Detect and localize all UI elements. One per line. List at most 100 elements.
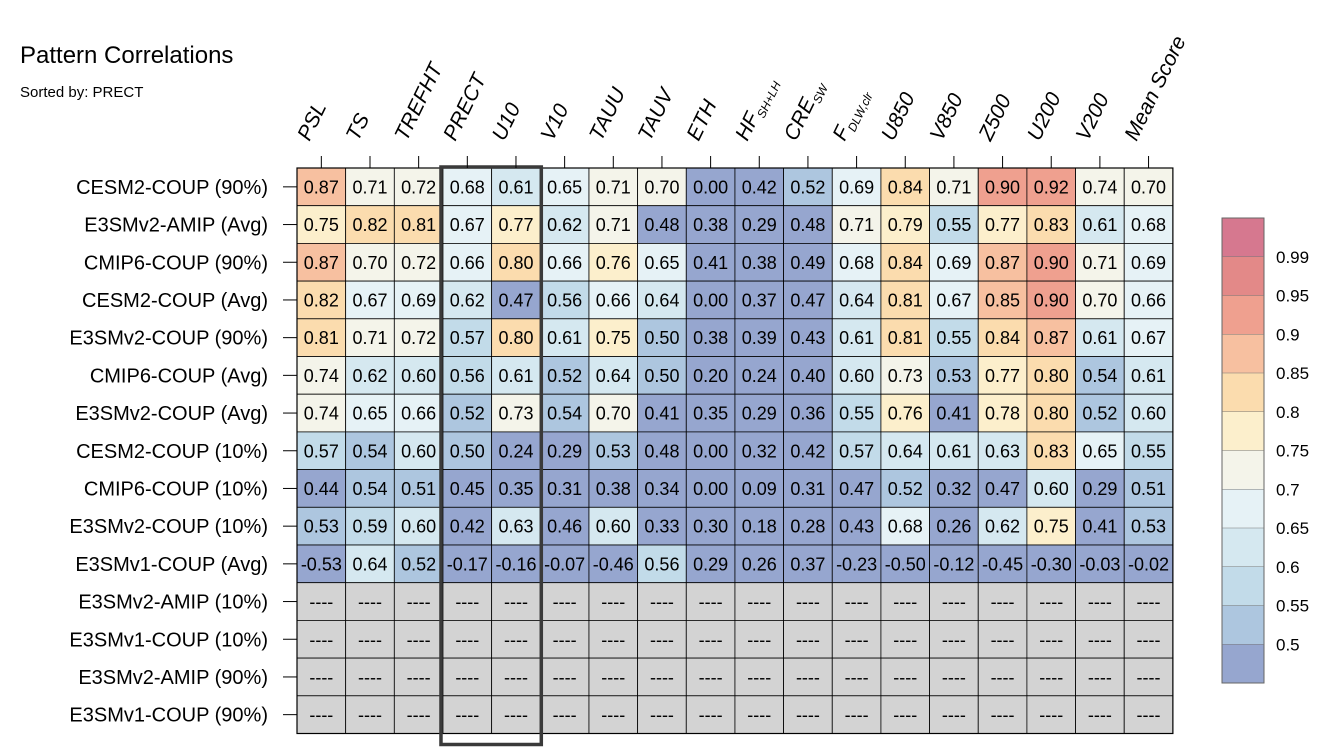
cell-value: ----: [504, 630, 528, 650]
cell-value: 0.29: [547, 441, 582, 461]
colorbar-tick-label: 0.85: [1276, 364, 1309, 383]
heatmap-cell: [831, 657, 882, 697]
cell-value: 0.60: [401, 517, 436, 537]
heatmap-cell: [880, 393, 930, 433]
cell-value: 0.67: [1131, 328, 1166, 348]
cell-value: 0.18: [742, 517, 777, 537]
heatmap-cell: [1123, 620, 1174, 659]
cell-value: 0.52: [401, 554, 436, 574]
cell-value: 0.81: [401, 215, 436, 235]
cell-value: 0.85: [985, 290, 1020, 310]
cell-value: 0.45: [450, 479, 485, 499]
cell-value: ----: [699, 592, 723, 612]
cell-value: ----: [1039, 667, 1063, 687]
column-label: CRESW: [780, 75, 832, 145]
colorbar-tick-label: 0.75: [1276, 442, 1309, 461]
cell-value: 0.66: [596, 290, 631, 310]
cell-value: 0.54: [1082, 366, 1117, 386]
cell-value: 0.47: [839, 479, 874, 499]
heatmap-cell: [588, 205, 639, 244]
cell-value: -0.12: [933, 554, 974, 574]
cell-value: ----: [650, 630, 674, 650]
heatmap-cell: [345, 582, 395, 621]
cell-value: 0.68: [1131, 215, 1166, 235]
heatmap-cell: [588, 695, 639, 734]
cell-value: ----: [455, 592, 479, 612]
cell-value: 0.75: [596, 328, 631, 348]
heatmap-cell: [734, 356, 785, 395]
cell-value: 0.35: [498, 479, 533, 499]
cell-value: ----: [309, 592, 333, 612]
column-label: V850: [926, 90, 968, 144]
heatmap-cell: [783, 356, 833, 395]
heatmap-cell: [345, 544, 395, 584]
heatmap-cell: [1026, 431, 1076, 470]
heatmap-cell: [1123, 431, 1174, 470]
heatmap-cell: [491, 544, 541, 584]
cell-value: ----: [699, 705, 723, 725]
heatmap-cell: [783, 506, 833, 546]
cell-value: 0.71: [936, 177, 971, 197]
cell-value: 0.90: [985, 177, 1020, 197]
cell-value: 0.53: [1131, 517, 1166, 537]
heatmap-cell: [539, 582, 590, 621]
column-label: TAUV: [634, 83, 679, 144]
heatmap-cell: [977, 506, 1028, 546]
cell-value: ----: [845, 667, 869, 687]
heatmap-cell: [1075, 506, 1125, 546]
cell-value: 0.09: [742, 479, 777, 499]
heatmap-cell: [491, 280, 541, 320]
heatmap-cell: [637, 506, 687, 546]
cell-value: -0.23: [836, 554, 877, 574]
heatmap-cell: [685, 469, 736, 508]
cell-value: ----: [601, 705, 625, 725]
cell-value: 0.31: [790, 479, 825, 499]
cell-value: 0.60: [1131, 404, 1166, 424]
heatmap-cell: [1026, 242, 1076, 282]
column-label: V200: [1072, 90, 1114, 144]
cell-value: ----: [553, 630, 577, 650]
cell-value: -0.50: [885, 554, 926, 574]
cell-value: 0.64: [596, 366, 631, 386]
cell-value: 0.87: [1034, 328, 1069, 348]
heatmap-cell: [929, 695, 979, 734]
heatmap-cell: [539, 318, 590, 357]
cell-value: 0.66: [1131, 290, 1166, 310]
cell-value: 0.78: [985, 404, 1020, 424]
column-label: PRECT: [439, 68, 492, 144]
heatmap-cell: [393, 431, 444, 470]
row-label: E3SMv2-AMIP (Avg): [84, 215, 268, 237]
cell-value: 0.29: [742, 215, 777, 235]
cell-value: 0.54: [352, 441, 387, 461]
cell-value: 0.36: [790, 404, 825, 424]
heatmap-cell: [1026, 393, 1076, 433]
cell-value: ----: [650, 667, 674, 687]
column-label: V10: [536, 100, 573, 144]
cell-value: 0.32: [936, 479, 971, 499]
cell-value: 0.56: [450, 366, 485, 386]
cell-value: 0.37: [790, 554, 825, 574]
cell-value: 0.70: [644, 177, 679, 197]
cell-value: 0.52: [790, 177, 825, 197]
heatmap-cell: [1075, 167, 1125, 207]
cell-value: 0.65: [1082, 441, 1117, 461]
row-label: E3SMv2-AMIP (90%): [78, 667, 268, 689]
colorbar-segment: [1222, 373, 1264, 412]
cell-value: 0.83: [1034, 441, 1069, 461]
cell-value: 0.41: [936, 404, 971, 424]
cell-value: 0.55: [1131, 441, 1166, 461]
heatmap-cell: [685, 506, 736, 546]
cell-value: 0.71: [596, 177, 631, 197]
colorbar-tick-label: 0.8: [1276, 403, 1300, 422]
cell-value: 0.24: [498, 441, 533, 461]
cell-value: -0.30: [1031, 554, 1072, 574]
cell-value: 0.76: [596, 253, 631, 273]
heatmap-cell: [783, 582, 833, 621]
heatmap-cell: [734, 431, 785, 470]
cell-value: 0.57: [450, 328, 485, 348]
cell-value: 0.26: [936, 517, 971, 537]
cell-value: 0.29: [1082, 479, 1117, 499]
cell-value: 0.37: [742, 290, 777, 310]
cell-value: 0.38: [596, 479, 631, 499]
colorbar-tick-label: 0.95: [1276, 287, 1309, 306]
